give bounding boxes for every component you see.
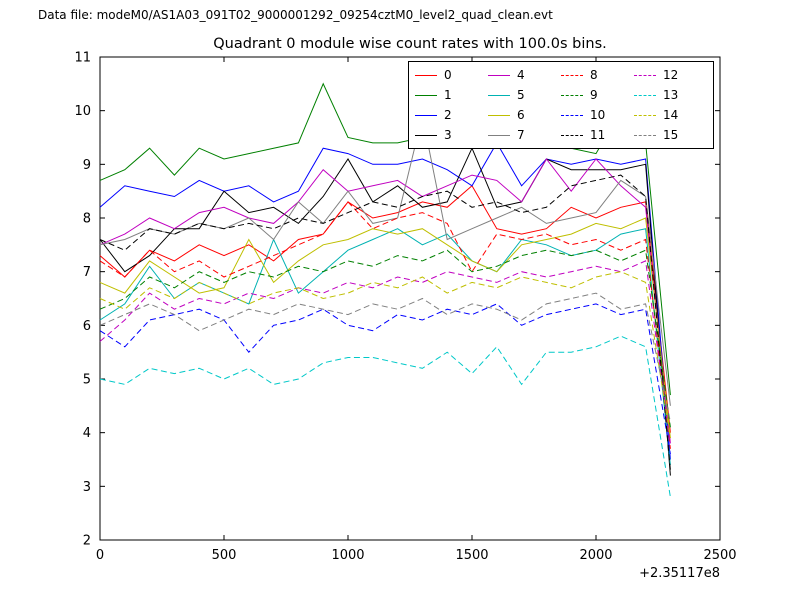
series-line-0 — [99, 185, 671, 433]
series-line-6 — [99, 217, 671, 439]
y-tick-label: 4 — [83, 426, 91, 441]
series-line-3 — [99, 146, 671, 476]
legend-label-7: 7 — [517, 128, 525, 142]
legend-item-8: 8 — [561, 65, 634, 85]
legend-item-6: 6 — [488, 105, 561, 125]
legend-label-13: 13 — [663, 88, 679, 102]
legend-line-sample-0 — [415, 74, 437, 76]
legend-item-14: 14 — [634, 105, 707, 125]
series-line-8 — [99, 201, 671, 449]
series-line-11 — [99, 174, 671, 471]
series-line-13 — [99, 335, 671, 498]
x-tick-label: 500 — [212, 548, 237, 563]
x-tick-label: 0 — [96, 548, 104, 563]
y-tick-label: 11 — [74, 51, 91, 66]
legend-label-11: 11 — [590, 128, 606, 142]
legend-line-sample-9 — [561, 94, 583, 96]
legend-label-10: 10 — [590, 108, 606, 122]
x-tick-label: 2500 — [703, 548, 736, 563]
legend-label-12: 12 — [663, 68, 679, 82]
legend-line-sample-3 — [415, 134, 437, 136]
y-tick-label: 8 — [83, 212, 91, 227]
legend-line-sample-8 — [561, 74, 583, 76]
series-line-14 — [99, 271, 671, 439]
legend-item-12: 12 — [634, 65, 707, 85]
legend-label-14: 14 — [663, 108, 679, 122]
legend-label-9: 9 — [590, 88, 598, 102]
y-tick-label: 7 — [83, 265, 91, 280]
legend-item-7: 7 — [488, 125, 561, 145]
legend-label-0: 0 — [444, 68, 452, 82]
legend-line-sample-13 — [634, 94, 656, 96]
y-tick-label: 6 — [83, 319, 91, 334]
x-tick-label: 2000 — [579, 548, 612, 563]
legend-line-sample-2 — [415, 114, 437, 116]
y-tick-label: 2 — [83, 534, 91, 549]
legend-line-sample-7 — [488, 134, 510, 136]
legend-line-sample-4 — [488, 74, 510, 76]
legend-line-sample-5 — [488, 94, 510, 96]
y-tick-label: 10 — [74, 104, 91, 119]
legend-label-6: 6 — [517, 108, 525, 122]
legend-item-3: 3 — [415, 125, 488, 145]
series-line-10 — [99, 303, 671, 455]
legend-label-2: 2 — [444, 108, 452, 122]
legend-line-sample-14 — [634, 114, 656, 116]
legend-item-9: 9 — [561, 85, 634, 105]
datafile-header: Data file: modeM0/AS1A03_091T02_90000012… — [38, 8, 553, 22]
legend-item-10: 10 — [561, 105, 634, 125]
legend-item-1: 1 — [415, 85, 488, 105]
legend-item-2: 2 — [415, 105, 488, 125]
legend-label-5: 5 — [517, 88, 525, 102]
legend-item-4: 4 — [488, 65, 561, 85]
series-line-5 — [99, 228, 671, 465]
legend-item-11: 11 — [561, 125, 634, 145]
series-line-2 — [99, 141, 671, 460]
series-line-15 — [99, 292, 671, 423]
series-line-4 — [99, 158, 671, 444]
series-line-1 — [99, 82, 671, 396]
legend-label-4: 4 — [517, 68, 525, 82]
series-line-12 — [99, 260, 671, 444]
legend-item-0: 0 — [415, 65, 488, 85]
legend-label-3: 3 — [444, 128, 452, 142]
x-axis-offset-label: +2.35117e8 — [639, 566, 720, 581]
legend-line-sample-12 — [634, 74, 656, 76]
legend-item-15: 15 — [634, 125, 707, 145]
chart-title: Quadrant 0 module wise count rates with … — [213, 36, 607, 52]
legend-label-1: 1 — [444, 88, 452, 102]
legend-line-sample-15 — [634, 134, 656, 136]
y-tick-label: 9 — [83, 158, 91, 173]
legend-label-15: 15 — [663, 128, 679, 142]
legend-item-13: 13 — [634, 85, 707, 105]
legend-line-sample-6 — [488, 114, 510, 116]
x-tick-label: 1500 — [455, 548, 488, 563]
legend-line-sample-11 — [561, 134, 583, 136]
legend-item-5: 5 — [488, 85, 561, 105]
x-tick-label: 1000 — [331, 548, 364, 563]
legend: 0 1 2 3 4 5 6 7 8 9 10 11 12 13 14 15 — [408, 61, 714, 149]
legend-line-sample-10 — [561, 114, 583, 116]
legend-label-8: 8 — [590, 68, 598, 82]
y-tick-label: 3 — [83, 480, 91, 495]
y-tick-label: 5 — [83, 373, 91, 388]
legend-line-sample-1 — [415, 94, 437, 96]
series-line-9 — [99, 249, 671, 428]
